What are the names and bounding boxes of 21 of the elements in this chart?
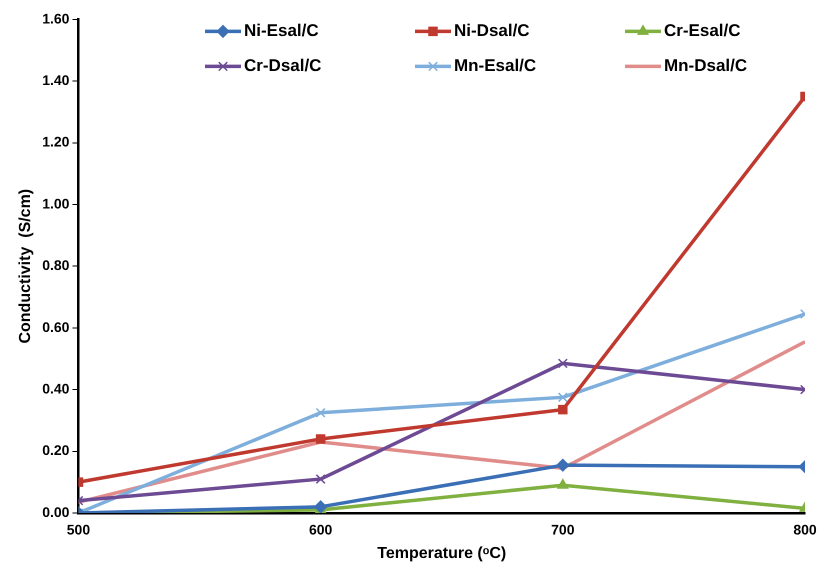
y-tick-label: 0.40: [42, 380, 70, 396]
y-tick-label: 0.20: [42, 442, 70, 458]
legend-label: Mn-Esal/C: [454, 56, 536, 76]
y-tick-label: 1.60: [42, 10, 70, 26]
y-tick-label: 0.00: [42, 504, 70, 520]
y-tick-label: 0.80: [42, 257, 70, 274]
legend-label: Mn-Dsal/C: [664, 56, 748, 76]
legend-label: Cr-Esal/C: [664, 21, 741, 40]
legend-label: Ni-Dsal/C: [454, 21, 530, 40]
y-tick-label: 0.60: [42, 318, 70, 335]
x-tick-label: 500: [66, 521, 90, 538]
x-tick-label: 600: [308, 521, 333, 538]
legend-label: Ni-Esal/C: [244, 21, 319, 40]
y-tick-label: 1.40: [42, 72, 70, 88]
x-tick-label: 700: [551, 521, 575, 538]
x-tick-label: 800: [793, 521, 817, 538]
x-axis-title: Temperature (ᵒC): [377, 544, 506, 562]
y-tick-label: 1.00: [42, 195, 70, 212]
legend-label: Cr-Dsal/C: [244, 56, 322, 76]
y-axis-title: Conductivity (S/cm): [17, 188, 34, 344]
y-tick-label: 1.20: [42, 134, 70, 150]
